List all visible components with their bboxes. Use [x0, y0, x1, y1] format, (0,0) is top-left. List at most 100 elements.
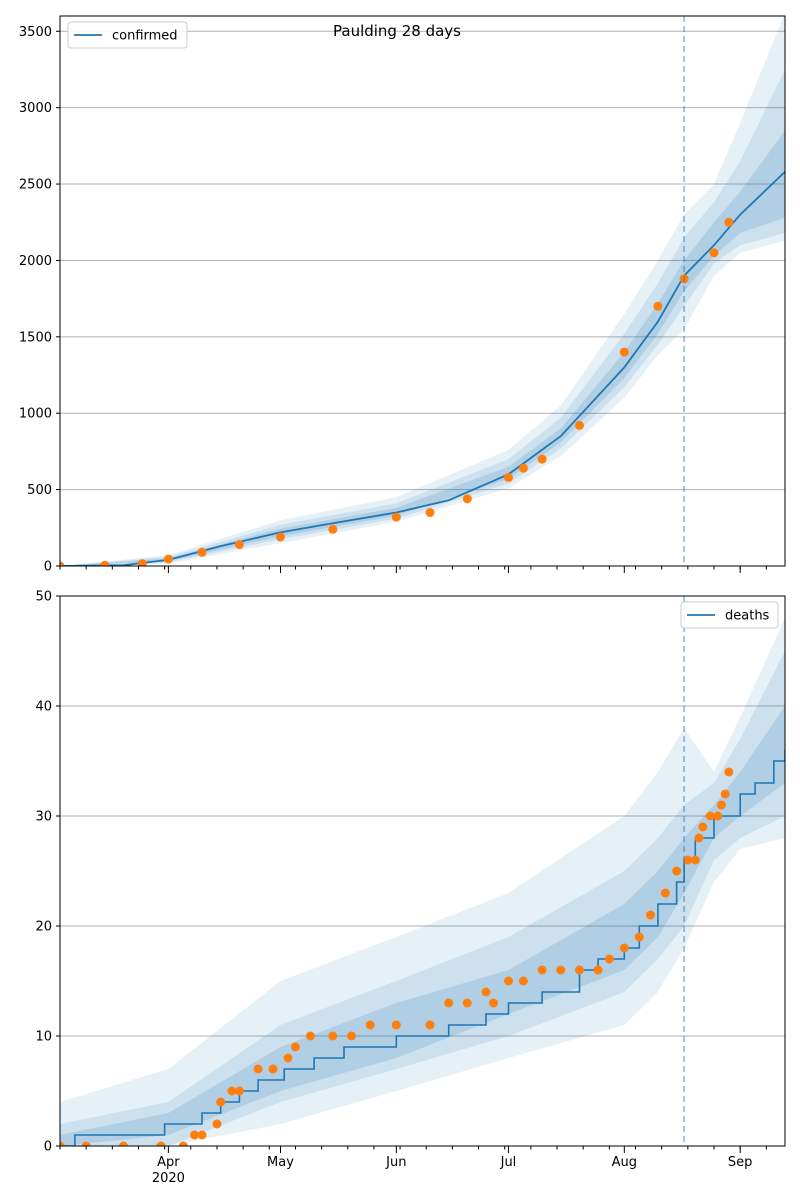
observed-point	[197, 1130, 207, 1140]
observed-point	[537, 454, 547, 464]
observed-point	[216, 1097, 226, 1107]
uncertainty-band	[60, 16, 785, 566]
observed-point	[575, 965, 584, 975]
x-tick-label: Sep	[728, 1155, 753, 1170]
observed-point	[253, 1064, 263, 1074]
observed-point	[672, 866, 682, 876]
legend: deaths	[680, 601, 779, 629]
x-tick-label: Jul	[500, 1155, 517, 1170]
observed-point	[81, 1141, 91, 1146]
y-tick-label: 50	[35, 590, 52, 605]
observed-point	[347, 1031, 356, 1041]
observed-point	[163, 554, 173, 564]
observed-point	[504, 976, 513, 986]
observed-point	[720, 789, 730, 799]
observed-point	[234, 540, 244, 550]
axes-frame	[59, 15, 786, 567]
observed-point	[197, 547, 207, 557]
observed-point	[60, 1141, 65, 1146]
legend: confirmed	[67, 21, 188, 49]
y-tick-label: 40	[35, 700, 52, 715]
observed-point	[156, 1141, 166, 1146]
legend-label: deaths	[725, 609, 770, 624]
observed-point	[178, 1141, 188, 1146]
observed-point	[119, 1141, 128, 1146]
y-tick-label: 20	[35, 920, 52, 935]
y-tick-label: 1000	[19, 407, 52, 422]
observed-point	[575, 420, 584, 430]
observed-point	[713, 811, 723, 821]
observed-point	[690, 855, 700, 865]
observed-point	[462, 494, 472, 504]
y-tick-label: 0	[44, 1140, 52, 1155]
observed-point	[481, 987, 491, 997]
uncertainty-band	[60, 69, 785, 566]
model-line	[60, 171, 785, 566]
observed-point	[190, 1130, 199, 1140]
x-tick-label: May	[267, 1155, 294, 1170]
observed-point	[365, 1020, 375, 1030]
observed-point	[593, 965, 603, 975]
uncertainty-band	[60, 651, 785, 1146]
observed-point	[724, 217, 734, 227]
observed-point	[717, 800, 726, 810]
observed-point	[660, 888, 670, 898]
observed-point	[653, 301, 663, 311]
y-tick-label: 0	[44, 560, 52, 575]
observed-point	[100, 560, 110, 566]
observed-point	[268, 1064, 278, 1074]
x-tick-label: Apr	[157, 1155, 180, 1170]
observed-point	[60, 561, 65, 566]
observed-point	[619, 347, 629, 357]
plot-area	[60, 618, 785, 1146]
y-tick-label: 30	[35, 810, 52, 825]
observed-point	[290, 1042, 300, 1052]
observed-point	[283, 1053, 293, 1063]
chart-title: Paulding 28 days	[333, 22, 461, 40]
y-tick-label: 3000	[19, 101, 52, 116]
observed-point	[328, 524, 338, 534]
observed-point	[425, 1020, 435, 1030]
observed-point	[444, 998, 454, 1008]
observed-point	[709, 248, 719, 258]
x-tick-label: Aug	[612, 1155, 637, 1170]
observed-point	[425, 508, 435, 517]
legend-label: confirmed	[112, 29, 178, 44]
y-tick-label: 10	[35, 1030, 52, 1045]
model-step-line	[60, 750, 785, 1146]
observed-point	[234, 1086, 244, 1096]
legend-box	[680, 601, 779, 629]
observed-point	[619, 943, 629, 953]
observed-point	[634, 932, 644, 942]
observed-point	[504, 472, 513, 482]
observed-point	[537, 965, 547, 975]
observed-point	[604, 954, 614, 964]
observed-point	[724, 767, 734, 777]
confirmed-panel: 0 500 1000 1500 2000 2500 3000 3500 confirmed	[19, 15, 786, 575]
observed-point	[391, 512, 401, 522]
observed-point	[646, 910, 655, 920]
y-tick-label: 500	[27, 483, 52, 498]
observed-point	[391, 1020, 401, 1030]
axes-frame	[59, 595, 786, 1147]
y-tick-label: 1500	[19, 330, 52, 345]
legend-box	[67, 21, 188, 49]
y-tick-label: 2500	[19, 178, 52, 193]
observed-point	[276, 532, 285, 542]
observed-point	[328, 1031, 338, 1041]
observed-point	[556, 965, 566, 975]
observed-point	[705, 811, 715, 821]
observed-point	[683, 855, 693, 865]
uncertainty-band	[60, 130, 785, 566]
plot-area	[60, 16, 785, 566]
observed-point	[462, 998, 472, 1008]
observed-point	[518, 463, 528, 473]
observed-point	[305, 1031, 315, 1041]
observed-point	[518, 976, 528, 986]
observed-point	[489, 998, 498, 1008]
y-tick-label: 2000	[19, 254, 52, 269]
observed-point	[212, 1119, 222, 1129]
